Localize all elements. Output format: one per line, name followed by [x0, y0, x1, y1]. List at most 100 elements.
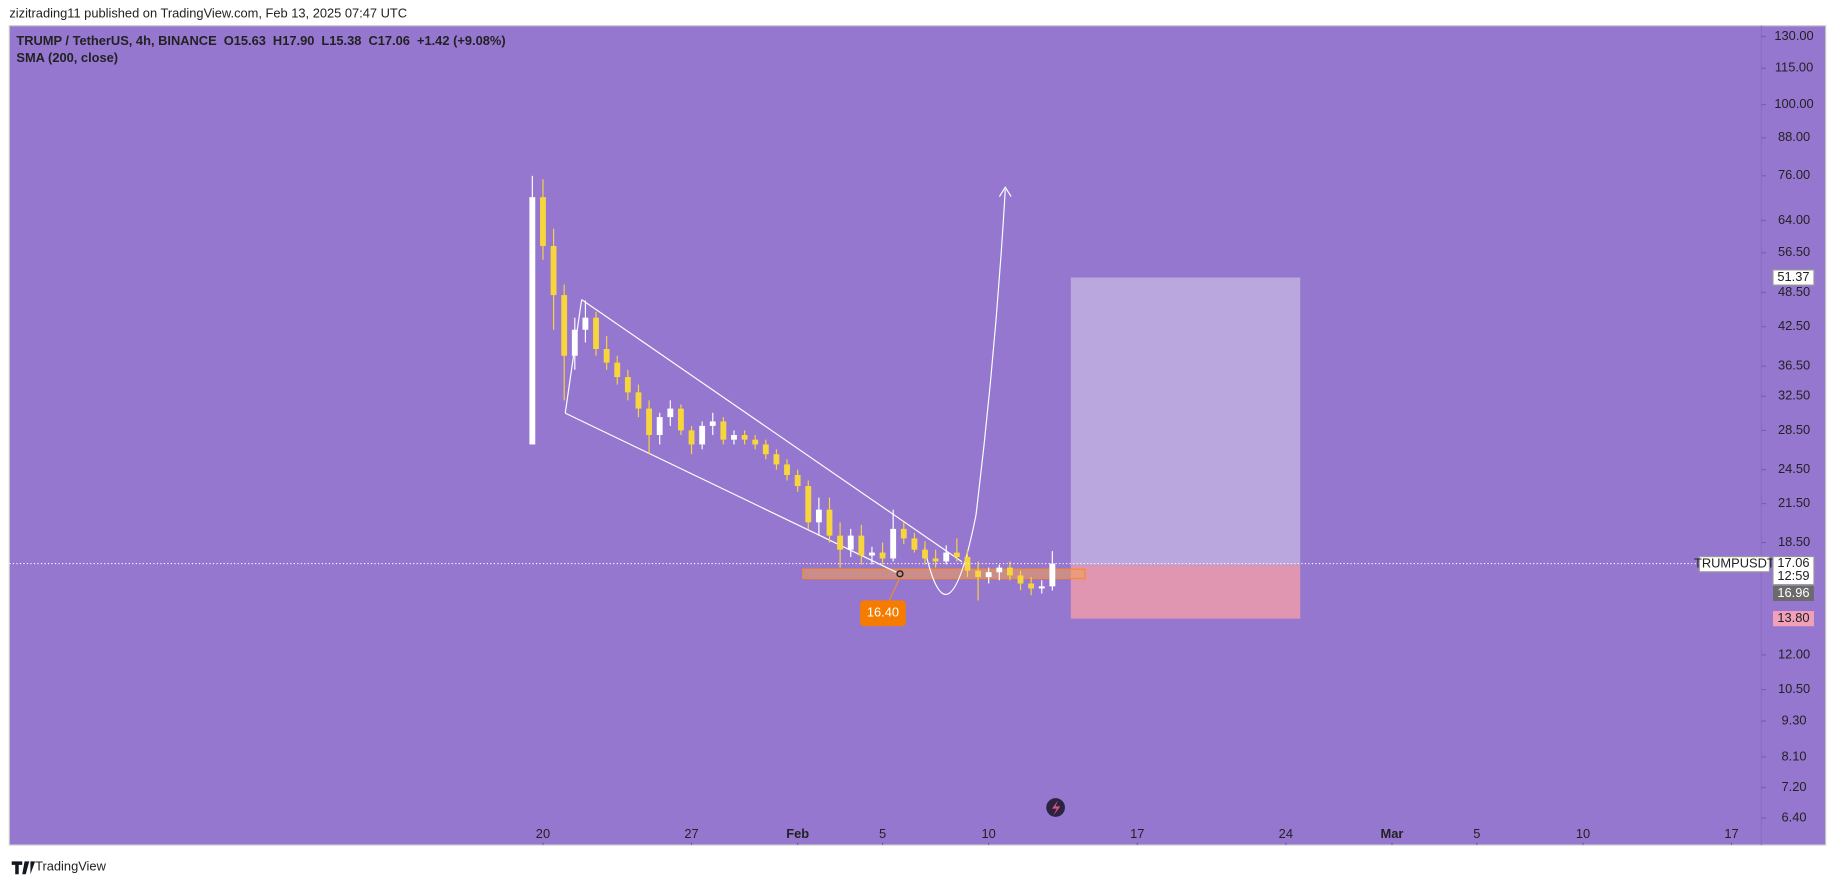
y-tick-label: 115.00 — [1775, 60, 1813, 75]
ohlc-values: O15.63 H17.90 L15.38 C17.06 +1.42 (+9.08%) — [224, 34, 506, 49]
candle-body — [752, 439, 759, 445]
symbol-tag — [1698, 555, 1771, 573]
y-tick-label: 100.00 — [1774, 96, 1813, 111]
candle-body — [667, 408, 674, 418]
candle-body — [943, 552, 950, 562]
candle-body — [656, 417, 663, 435]
entry-price-box — [1772, 585, 1814, 602]
projection-arrow — [998, 186, 1012, 197]
channel-edge — [564, 299, 583, 414]
candle-body — [922, 549, 928, 559]
legend-value: H17.90 — [273, 34, 314, 49]
legend-value: O15.63 — [224, 34, 266, 49]
candle-body — [762, 444, 769, 455]
x-tick-label: 27 — [684, 826, 698, 841]
symbol-title: TRUMP / TetherUS, 4h, BINANCE — [16, 34, 217, 49]
candle-body — [582, 317, 589, 330]
candle-body — [741, 434, 748, 440]
stop-price-label: 13.80 — [1777, 610, 1809, 625]
chart-layer: 130.00 115.00 100.00 88.00 76.00 64.00 56.50 48… — [9, 28, 1815, 845]
chart-area — [8, 25, 1827, 846]
y-tick-label: 64.00 — [1778, 212, 1810, 227]
candle-body — [571, 329, 578, 356]
y-tick-label: 36.50 — [1778, 358, 1810, 373]
channel-upper — [581, 299, 963, 563]
candle-body — [815, 509, 822, 523]
y-tick-label: 88.00 — [1778, 129, 1810, 144]
y-tick-label: 8.10 — [1782, 748, 1807, 763]
y-tick-label: 130.00 — [1774, 28, 1813, 43]
candle-body — [529, 197, 536, 445]
projection-curve — [923, 189, 1006, 596]
entry-price-label: 16.96 — [1777, 585, 1809, 600]
event-icon-bolt — [1052, 800, 1061, 816]
candle-body — [847, 535, 854, 550]
stop-price-box — [1772, 611, 1814, 627]
candle-body — [550, 245, 557, 296]
candle-body — [900, 528, 907, 539]
candle-body — [1049, 563, 1056, 587]
legend-line: TRUMP / TetherUS, 4h, BINANCE O15.63 H17.9… — [16, 34, 505, 49]
x-tick-label: 5 — [879, 826, 886, 841]
candle-body — [911, 538, 918, 550]
candle-body — [953, 552, 960, 557]
brand-name: TradingView — [35, 859, 106, 874]
y-tick-label: 42.50 — [1778, 318, 1810, 333]
y-tick-label: 28.50 — [1778, 422, 1810, 437]
candle-body — [837, 535, 844, 550]
support-connector — [888, 577, 901, 601]
candle-body — [593, 317, 599, 349]
x-tick-label: 10 — [982, 826, 996, 841]
candle-body — [1028, 583, 1035, 589]
legend-value: +1.42 (+9.08%) — [417, 34, 506, 49]
last-price-box — [1772, 555, 1815, 586]
candle-body — [975, 570, 981, 578]
x-tick-label: 20 — [536, 826, 550, 841]
candle-body — [603, 348, 610, 363]
y-tick-label: 7.20 — [1782, 779, 1807, 794]
candle-body — [932, 558, 939, 562]
countdown-label: 12:59 — [1777, 568, 1809, 583]
legend-value: L15.38 — [321, 34, 361, 49]
indicator-label: SMA (200, close) — [16, 50, 118, 65]
y-tick-label: 12.00 — [1778, 646, 1810, 661]
candle-body — [561, 295, 568, 356]
y-tick-label: 9.30 — [1782, 712, 1807, 727]
candle-body — [731, 434, 737, 440]
x-tick-label: 17 — [1130, 826, 1144, 841]
y-tick-label: 24.50 — [1778, 461, 1810, 476]
candle-body — [858, 535, 865, 556]
candle-body — [1006, 567, 1013, 576]
candle-body — [624, 377, 631, 393]
x-tick-label: 24 — [1279, 826, 1293, 841]
y-tick-label: 21.50 — [1778, 495, 1810, 510]
candle-body — [709, 421, 716, 426]
x-tick-label: 10 — [1576, 826, 1590, 841]
brand-logo — [11, 861, 36, 875]
candle-body — [869, 552, 875, 556]
y-tick-label: 6.40 — [1782, 809, 1807, 824]
candle-body — [805, 486, 812, 523]
support-marker — [896, 570, 904, 578]
candle-body — [879, 552, 886, 559]
y-tick-label: 10.50 — [1778, 681, 1810, 696]
candle-body — [540, 197, 546, 246]
candle-body — [996, 567, 1003, 573]
candle-body — [699, 425, 706, 445]
stop-zone — [1070, 565, 1301, 619]
y-tick-label: 48.50 — [1778, 284, 1810, 299]
support-label-box — [860, 600, 906, 627]
candle-body — [677, 408, 684, 431]
candle-body — [890, 528, 897, 559]
x-tick-label: Feb — [786, 826, 809, 841]
candle-body — [826, 509, 833, 536]
y-tick-label: 32.50 — [1778, 388, 1810, 403]
target-price-box — [1772, 269, 1815, 286]
y-tick-label: 18.50 — [1778, 534, 1810, 549]
candle-body — [964, 556, 971, 571]
candle-body — [1017, 575, 1024, 584]
candle-body — [720, 421, 727, 440]
y-tick-label: 76.00 — [1778, 167, 1810, 182]
x-tick-label: 17 — [1724, 826, 1738, 841]
target-price-label: 51.37 — [1777, 269, 1809, 284]
